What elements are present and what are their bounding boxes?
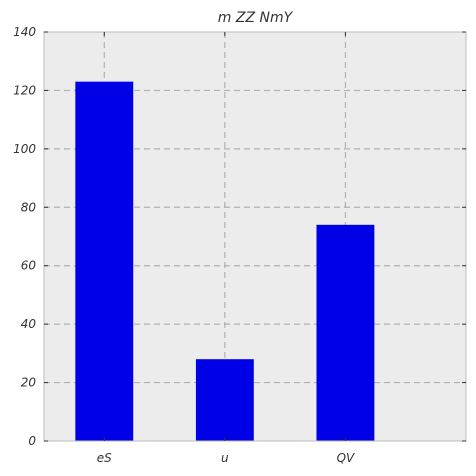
y-tick-label: 100 (13, 142, 36, 156)
bar-u (195, 359, 254, 441)
chart-title: m ZZ NmY (218, 10, 294, 26)
y-tick-label: 0 (28, 434, 36, 448)
y-tick-label: 140 (13, 25, 36, 39)
y-tick-label: 80 (21, 200, 37, 214)
axes: 0 20 40 60 80 100 120 140 eS u QV (13, 25, 467, 465)
x-tick-label-QV: QV (337, 451, 355, 465)
bar-QV (316, 224, 375, 441)
bars (75, 81, 375, 442)
y-tick-label: 60 (21, 259, 37, 273)
x-tick-label-eS: eS (97, 451, 112, 465)
y-tick-label: 40 (21, 317, 37, 331)
plot-frame (43, 31, 467, 442)
x-tick-label-u: u (221, 451, 229, 465)
y-tick-label: 120 (13, 83, 36, 97)
bar-eS (75, 81, 134, 442)
y-tick-label: 20 (21, 376, 37, 390)
